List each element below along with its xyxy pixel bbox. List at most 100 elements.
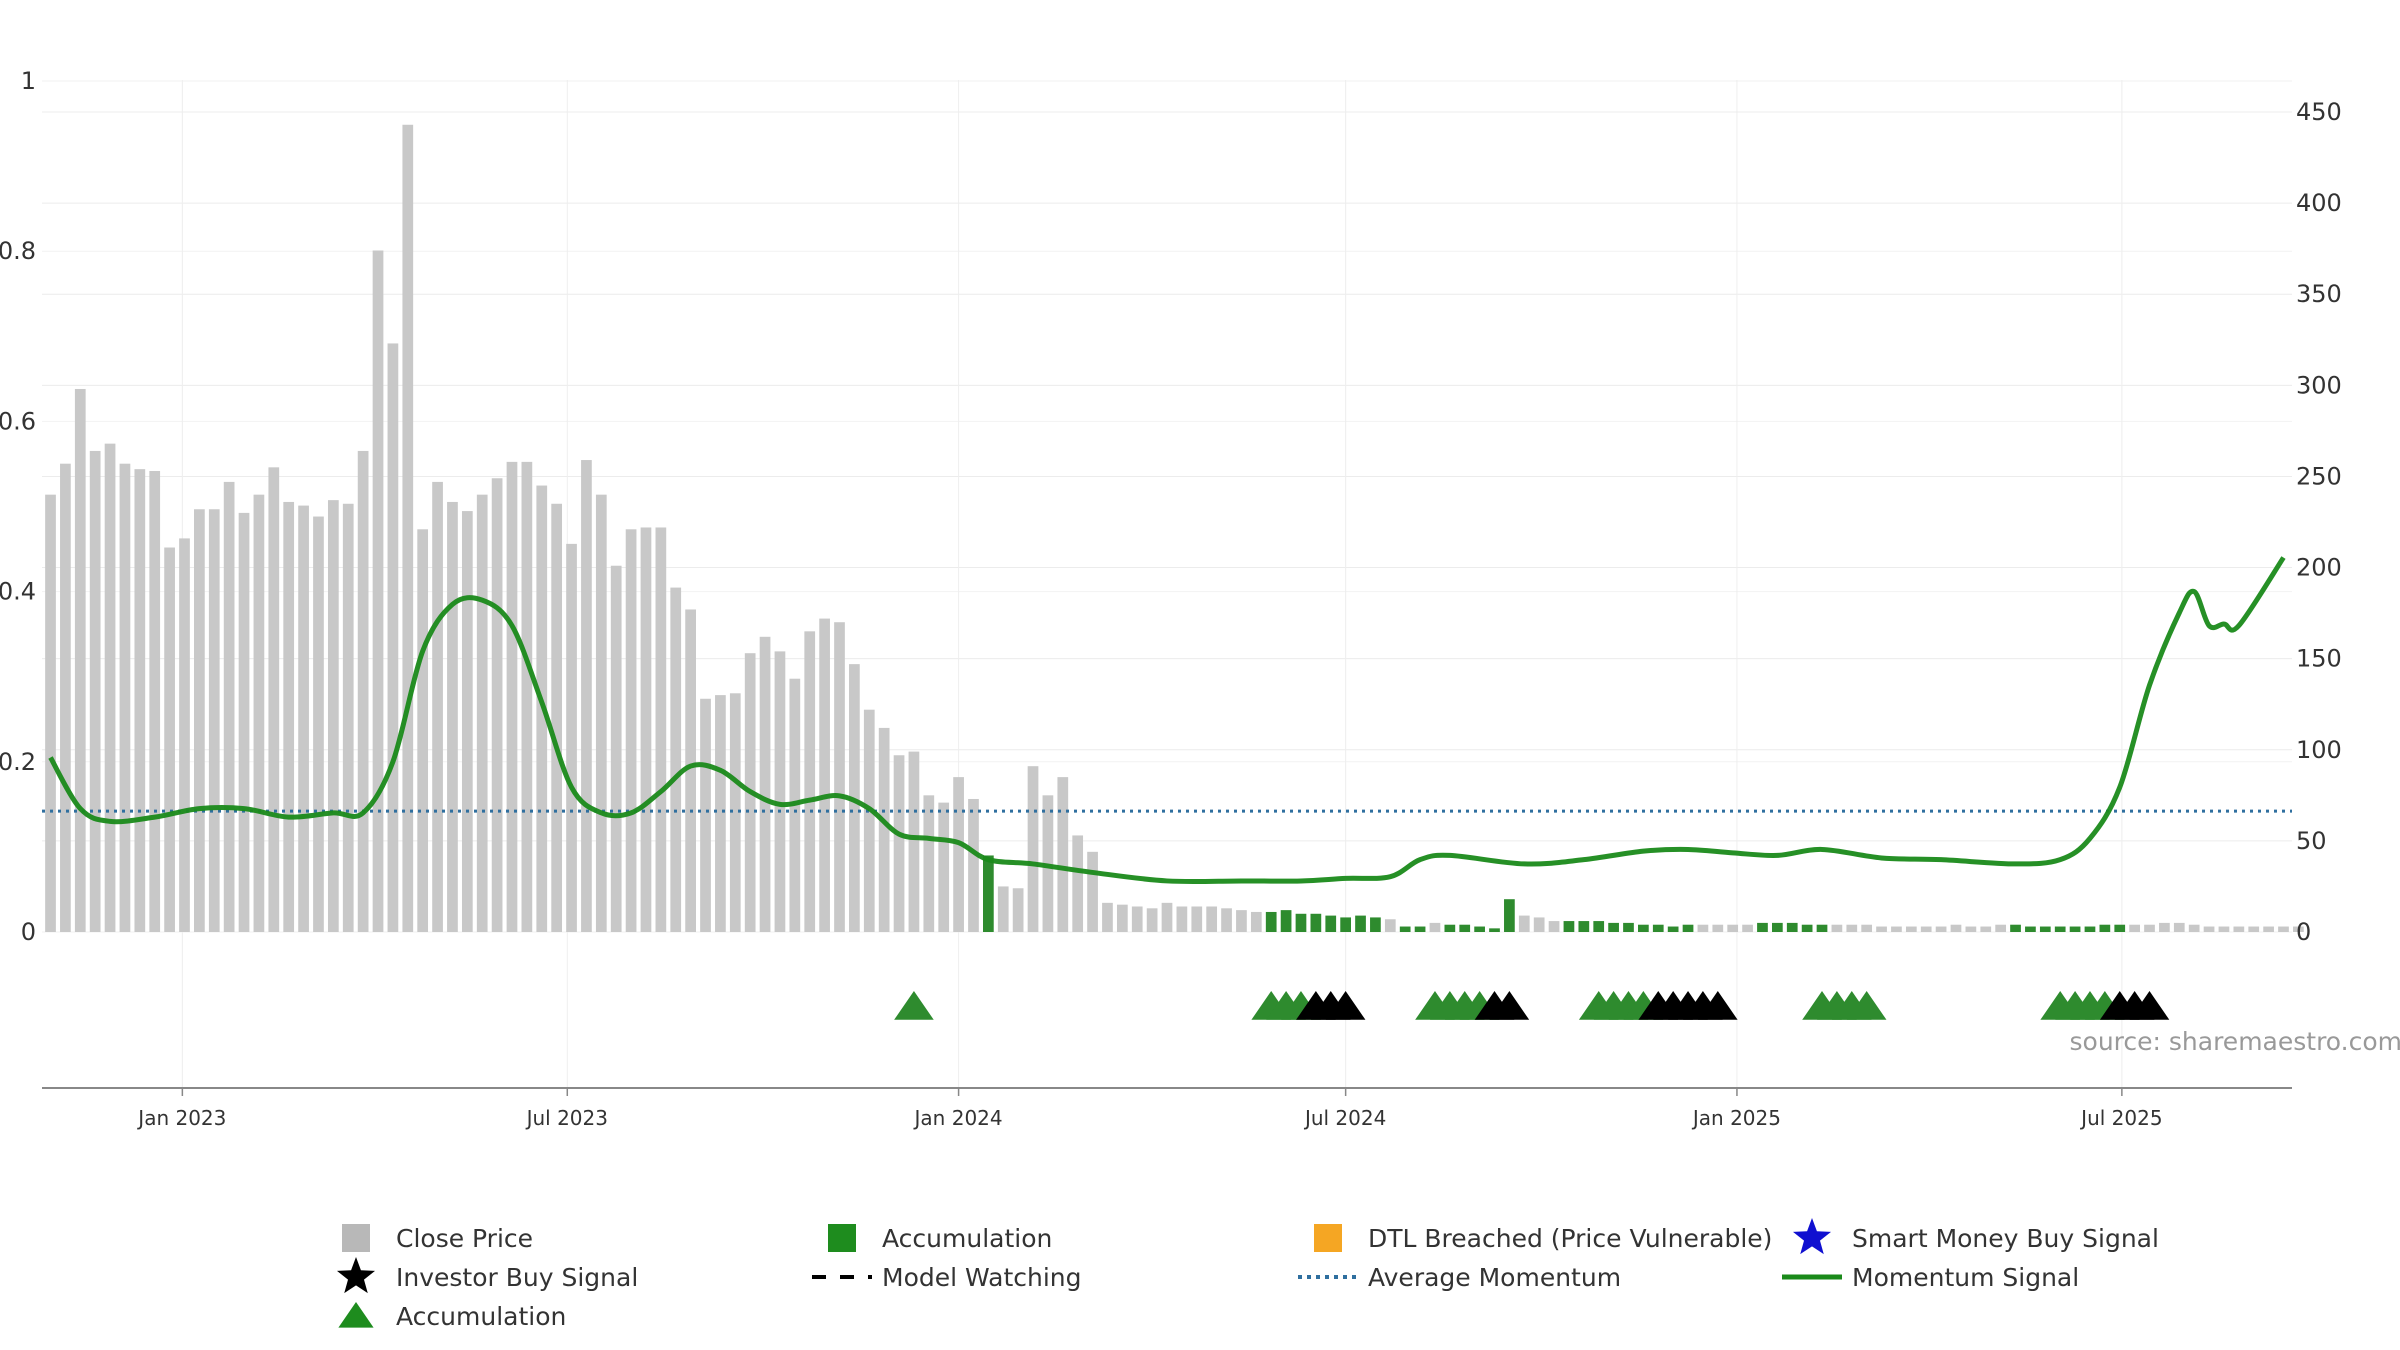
close-price-bar xyxy=(685,609,696,932)
right-tick-label: 50 xyxy=(2296,827,2327,855)
close-price-bar xyxy=(104,443,116,932)
left-tick-label: 0 xyxy=(21,918,36,946)
close-price-bar xyxy=(2099,924,2111,932)
close-price-bar xyxy=(1414,926,1426,932)
investor-buy-marker xyxy=(1489,991,1530,1020)
close-price-bar xyxy=(1057,777,1069,932)
close-price-bar xyxy=(2039,926,2051,932)
close-price-bar xyxy=(149,470,161,932)
legend-label: Accumulation xyxy=(882,1224,1052,1253)
close-price-bar xyxy=(1533,917,1545,932)
close-price-bar xyxy=(1578,921,1590,932)
close-price-bar xyxy=(134,469,146,932)
close-price-bar xyxy=(2263,926,2274,932)
x-tick-label: Jul 2023 xyxy=(525,1106,608,1130)
close-price-bar xyxy=(1504,899,1515,932)
legend-square-icon xyxy=(342,1224,370,1252)
legend-item: Accumulation xyxy=(828,1224,1052,1253)
close-price-bar xyxy=(2054,926,2066,932)
close-price-bar xyxy=(2188,924,2200,932)
close-price-bar xyxy=(1265,911,1277,932)
legend-label: Close Price xyxy=(396,1224,533,1253)
close-price-bar xyxy=(1250,911,1262,932)
close-price-bar xyxy=(2203,926,2215,932)
close-price-bar xyxy=(595,494,607,932)
x-tick-label: Jan 2025 xyxy=(1691,1106,1781,1130)
close-price-bar xyxy=(119,463,131,932)
legend-triangle-icon xyxy=(338,1302,374,1328)
investor-buy-marker xyxy=(2129,991,2170,1020)
right-tick-label: 400 xyxy=(2296,189,2342,217)
close-price-bar xyxy=(1518,915,1530,932)
left-tick-label: 0.4 xyxy=(0,578,36,606)
right-tick-label: 300 xyxy=(2296,371,2342,399)
close-price-bar xyxy=(1340,917,1351,932)
close-price-bar xyxy=(74,388,86,932)
left-tick-label: 0.8 xyxy=(0,237,36,265)
right-tick-label: 450 xyxy=(2296,98,2342,126)
close-price-bar xyxy=(610,565,622,932)
left-tick-label: 0.2 xyxy=(0,748,36,776)
close-price-bar xyxy=(2114,924,2126,932)
close-price-bar xyxy=(1980,926,1992,932)
close-price-bar xyxy=(1608,922,1619,932)
close-price-bar xyxy=(461,511,473,932)
close-price-bar xyxy=(1861,924,1873,932)
close-price-bar xyxy=(774,651,786,932)
legend-label: Model Watching xyxy=(882,1263,1082,1292)
close-price-bar xyxy=(2144,924,2155,932)
close-price-bar xyxy=(1771,922,1783,932)
right-tick-label: 100 xyxy=(2296,736,2342,764)
close-price-bar xyxy=(581,460,592,932)
close-price-bar xyxy=(2159,922,2170,932)
legend-star-icon xyxy=(1792,1218,1832,1255)
close-price-bar xyxy=(2248,926,2260,932)
close-price-bar xyxy=(1682,924,1694,932)
close-price-bar xyxy=(1280,910,1292,932)
source-annotation: source: sharemaestro.com xyxy=(2070,1027,2400,1056)
legend-star-icon xyxy=(336,1257,376,1294)
right-tick-label: 0 xyxy=(2296,918,2311,946)
legend-item: Model Watching xyxy=(812,1263,1082,1292)
close-price-bar xyxy=(1652,924,1664,932)
close-price-bar xyxy=(968,798,979,932)
close-price-bar xyxy=(402,124,414,932)
close-price-bar xyxy=(1846,924,1858,932)
left-axis-ticks: 0 0.2 0.4 0.6 0.8 1 xyxy=(0,67,36,946)
close-price-bar xyxy=(1995,924,2007,932)
close-price-bar xyxy=(759,636,771,932)
close-price-bar xyxy=(1072,835,1084,932)
legend-item: Smart Money Buy Signal xyxy=(1792,1218,2159,1255)
close-price-bar xyxy=(268,467,280,932)
signal-markers xyxy=(894,991,2170,1020)
left-tick-label: 1 xyxy=(21,67,36,95)
legend-label: Momentum Signal xyxy=(1852,1263,2079,1292)
legend-label: Accumulation xyxy=(396,1302,566,1331)
close-price-bar xyxy=(908,751,920,932)
close-price-bar xyxy=(819,618,830,932)
close-price-bar xyxy=(804,631,816,932)
close-price-bar xyxy=(1176,906,1188,932)
close-price-bar xyxy=(1012,888,1024,932)
close-price-bar xyxy=(1920,926,1932,932)
close-price-bar xyxy=(1816,924,1828,932)
close-price-bar xyxy=(1459,924,1471,932)
close-price-bar xyxy=(2084,926,2096,932)
close-price-bar xyxy=(60,463,71,932)
close-price-bar xyxy=(566,543,577,932)
close-price-bar xyxy=(1206,906,1218,932)
close-price-bar xyxy=(1712,924,1724,932)
legend-label: DTL Breached (Price Vulnerable) xyxy=(1368,1224,1772,1253)
close-price-bar xyxy=(1295,913,1307,932)
legend-item: Average Momentum xyxy=(1298,1263,1621,1292)
close-price-bar xyxy=(2025,926,2036,932)
close-price-bar xyxy=(625,529,637,932)
right-axis-ticks: 0 50 100 150 200 250 300 350 400 450 xyxy=(2296,98,2342,946)
close-price-bar xyxy=(164,547,175,932)
close-price-bar xyxy=(313,516,324,932)
close-price-bar xyxy=(283,501,295,932)
close-price-bar xyxy=(1027,766,1039,932)
close-price-bar xyxy=(491,478,503,932)
legend-item: Accumulation xyxy=(338,1302,566,1331)
close-price-bar xyxy=(655,527,667,932)
